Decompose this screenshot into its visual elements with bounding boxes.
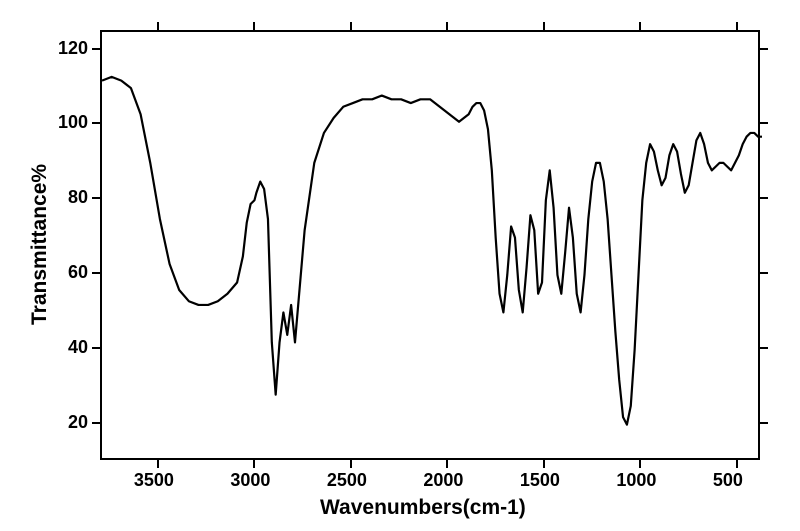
y-tick-mark: [92, 197, 100, 199]
y-tick-mark: [92, 122, 100, 124]
x-tick-mark-top: [157, 22, 159, 30]
x-tick-mark-top: [736, 22, 738, 30]
x-tick-mark: [253, 460, 255, 468]
x-axis-label: Wavenumbers(cm-1): [320, 496, 526, 520]
x-tick-label: 1500: [520, 470, 560, 491]
y-tick-mark: [92, 347, 100, 349]
y-tick-mark: [92, 422, 100, 424]
x-tick-mark: [350, 460, 352, 468]
ir-spectrum-chart: Transmittance% Wavenumbers(cm-1) 3500 300…: [0, 0, 800, 531]
x-tick-label: 2000: [423, 470, 463, 491]
plot-area: [100, 30, 760, 460]
x-tick-mark-top: [253, 22, 255, 30]
x-tick-label: 1000: [616, 470, 656, 491]
y-tick-label: 100: [58, 112, 88, 133]
y-tick-mark-right: [760, 48, 768, 50]
x-tick-mark: [639, 460, 641, 468]
y-tick-mark-right: [760, 122, 768, 124]
x-tick-label: 3000: [230, 470, 270, 491]
y-tick-label: 20: [68, 412, 88, 433]
x-tick-mark: [543, 460, 545, 468]
y-tick-mark-right: [760, 422, 768, 424]
y-tick-label: 40: [68, 337, 88, 358]
x-tick-mark-top: [543, 22, 545, 30]
y-tick-label: 80: [68, 187, 88, 208]
y-tick-mark: [92, 272, 100, 274]
x-tick-mark: [157, 460, 159, 468]
y-tick-label: 60: [68, 262, 88, 283]
y-tick-mark-right: [760, 272, 768, 274]
y-tick-mark: [92, 48, 100, 50]
x-tick-mark-top: [350, 22, 352, 30]
x-tick-mark-top: [639, 22, 641, 30]
spectrum-line: [102, 32, 762, 462]
x-tick-label: 2500: [327, 470, 367, 491]
x-tick-mark: [736, 460, 738, 468]
x-tick-label: 500: [713, 470, 743, 491]
x-tick-mark: [446, 460, 448, 468]
y-tick-label: 120: [58, 38, 88, 59]
y-tick-mark-right: [760, 197, 768, 199]
x-tick-mark-top: [446, 22, 448, 30]
y-axis-label: Transmittance%: [28, 165, 52, 325]
y-tick-mark-right: [760, 347, 768, 349]
x-tick-label: 3500: [134, 470, 174, 491]
